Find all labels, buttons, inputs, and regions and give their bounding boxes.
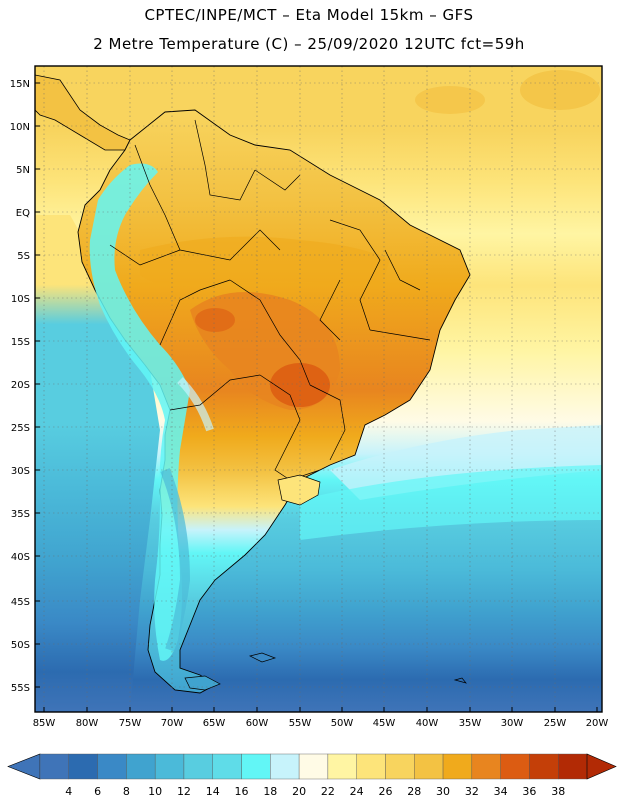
colorbar-label: 4 bbox=[65, 785, 72, 798]
colorbar-swatch bbox=[356, 753, 386, 780]
lon-label: 25W bbox=[544, 718, 567, 729]
lat-label: 40S bbox=[11, 552, 30, 563]
colorbar-swatch bbox=[414, 753, 444, 780]
colorbar-label: 28 bbox=[407, 785, 421, 798]
colorbar-swatch bbox=[500, 753, 530, 780]
colorbar-label: 34 bbox=[494, 785, 508, 798]
lat-label: 15N bbox=[10, 79, 30, 90]
lat-label: 10N bbox=[10, 122, 30, 133]
colorbar-swatch bbox=[298, 753, 329, 780]
colorbar-label: 24 bbox=[350, 785, 364, 798]
colorbar-label: 20 bbox=[292, 785, 306, 798]
colorbar-swatch bbox=[270, 753, 300, 780]
lat-label: 35S bbox=[11, 509, 30, 520]
lon-label: 75W bbox=[119, 718, 142, 729]
axis-ticks bbox=[35, 82, 598, 712]
colorbar-swatch bbox=[212, 753, 242, 780]
colorbar-label: 18 bbox=[263, 785, 277, 798]
colorbar-swatch bbox=[529, 753, 559, 780]
lat-label: 10S bbox=[11, 294, 30, 305]
colorbar-label: 8 bbox=[123, 785, 130, 798]
colorbar-label: 30 bbox=[436, 785, 450, 798]
colorbar-label: 26 bbox=[378, 785, 392, 798]
country-borders bbox=[109, 119, 431, 481]
lon-label: 30W bbox=[501, 718, 524, 729]
lon-label: 85W bbox=[33, 718, 56, 729]
colorbar-swatch bbox=[327, 753, 357, 780]
colorbar-label: 36 bbox=[522, 785, 536, 798]
lat-label: 55S bbox=[11, 683, 30, 694]
colorbar-swatch bbox=[442, 753, 473, 780]
lon-label: 35W bbox=[459, 718, 482, 729]
colorbar-swatch bbox=[154, 753, 185, 780]
lat-label: EQ bbox=[16, 208, 30, 219]
colorbar-swatch bbox=[39, 753, 69, 780]
colorbar-label: 16 bbox=[235, 785, 249, 798]
colorbar-left-arrow bbox=[7, 753, 41, 780]
lon-label: 55W bbox=[289, 718, 312, 729]
colorbar-label: 22 bbox=[321, 785, 335, 798]
lat-label: 25S bbox=[11, 423, 30, 434]
colorbar-swatch bbox=[385, 753, 415, 780]
map-subtitle: 2 Metre Temperature (C) – 25/09/2020 12U… bbox=[93, 35, 525, 53]
lon-label: 65W bbox=[203, 718, 226, 729]
colorbar-swatch bbox=[471, 753, 501, 780]
colorbar-label: 32 bbox=[465, 785, 479, 798]
colorbar-label: 38 bbox=[551, 785, 565, 798]
lat-label: 5N bbox=[16, 165, 30, 176]
lat-label: 5S bbox=[17, 251, 30, 262]
map-title: CPTEC/INPE/MCT – Eta Model 15km – GFS bbox=[144, 6, 474, 24]
lat-label: 20S bbox=[11, 380, 30, 391]
colorbar-swatch bbox=[97, 753, 127, 780]
lat-label: 50S bbox=[11, 640, 30, 651]
lon-label: 80W bbox=[76, 718, 99, 729]
colorbar-label: 6 bbox=[94, 785, 101, 798]
map-frame bbox=[34, 65, 603, 713]
colorbar-right-arrow bbox=[586, 753, 617, 780]
colorbar-swatch bbox=[183, 753, 213, 780]
colorbar-swatch bbox=[126, 753, 156, 780]
colorbar-swatch bbox=[241, 753, 271, 780]
lon-label: 60W bbox=[246, 718, 269, 729]
colorbar-swatch bbox=[558, 753, 588, 780]
lon-label: 45W bbox=[373, 718, 396, 729]
lon-label: 70W bbox=[161, 718, 184, 729]
lon-label: 40W bbox=[416, 718, 439, 729]
lat-label: 30S bbox=[11, 466, 30, 477]
colorbar-label: 14 bbox=[206, 785, 220, 798]
map-grid bbox=[35, 66, 602, 712]
lon-label: 20W bbox=[586, 718, 609, 729]
lon-label: 50W bbox=[331, 718, 354, 729]
lat-label: 45S bbox=[11, 597, 30, 608]
colorbar: 4 6 8 10 12 14 16 18 20 22 24 26 28 30 32 34 36 38 bbox=[7, 753, 617, 798]
colorbar-label: 10 bbox=[148, 785, 162, 798]
colorbar-swatch bbox=[68, 753, 98, 780]
lat-label: 15S bbox=[11, 337, 30, 348]
colorbar-label: 12 bbox=[177, 785, 191, 798]
